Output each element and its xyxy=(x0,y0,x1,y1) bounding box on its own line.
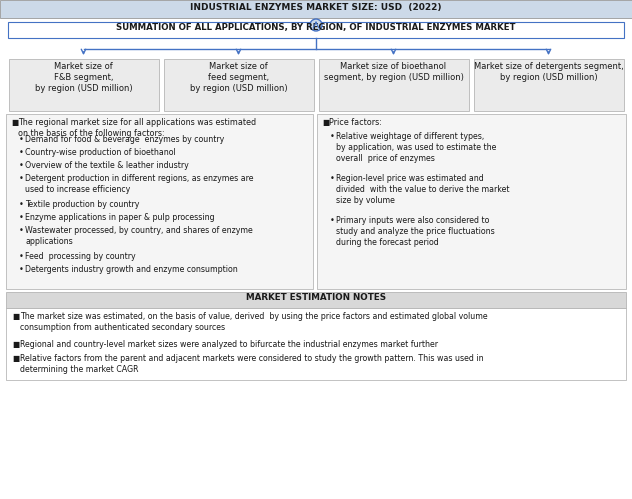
Text: Market size of detergents segment,
by region (USD million): Market size of detergents segment, by re… xyxy=(473,62,623,82)
Text: •: • xyxy=(19,265,24,274)
Text: Market size of
feed segment,
by region (USD million): Market size of feed segment, by region (… xyxy=(190,62,288,93)
Text: Country-wise production of bioethanol: Country-wise production of bioethanol xyxy=(25,148,176,157)
Text: ■: ■ xyxy=(12,312,19,321)
Text: •: • xyxy=(19,226,24,235)
FancyBboxPatch shape xyxy=(6,308,626,380)
FancyBboxPatch shape xyxy=(8,22,624,38)
Text: ■: ■ xyxy=(11,118,18,127)
Text: •: • xyxy=(19,252,24,261)
Text: Regional and country-level market sizes were analyzed to bifurcate the industria: Regional and country-level market sizes … xyxy=(20,340,438,349)
Text: Demand for food & beverage  enzymes by country: Demand for food & beverage enzymes by co… xyxy=(25,135,224,144)
Text: Primary inputs were also considered to
study and analyze the price fluctuations
: Primary inputs were also considered to s… xyxy=(336,216,495,247)
Text: Market size of
F&B segment,
by region (USD million): Market size of F&B segment, by region (U… xyxy=(35,62,132,93)
FancyBboxPatch shape xyxy=(319,59,468,111)
FancyBboxPatch shape xyxy=(6,292,626,308)
FancyBboxPatch shape xyxy=(8,59,159,111)
Text: ■: ■ xyxy=(12,340,19,349)
FancyBboxPatch shape xyxy=(0,0,632,18)
FancyBboxPatch shape xyxy=(6,114,313,289)
Text: The market size was estimated, on the basis of value, derived  by using the pric: The market size was estimated, on the ba… xyxy=(20,312,488,332)
Text: Region-level price was estimated and
divided  with the value to derive the marke: Region-level price was estimated and div… xyxy=(336,174,509,205)
Text: •: • xyxy=(19,213,24,222)
Text: •: • xyxy=(19,148,24,157)
Text: The regional market size for all applications was estimated
on the basis of the : The regional market size for all applica… xyxy=(18,118,256,138)
Text: •: • xyxy=(19,161,24,170)
Text: •: • xyxy=(19,135,24,144)
Text: •: • xyxy=(330,132,335,141)
Text: Overview of the textile & leather industry: Overview of the textile & leather indust… xyxy=(25,161,189,170)
Text: Detergent production in different regions, as enzymes are
used to increase effic: Detergent production in different region… xyxy=(25,174,253,194)
Text: Wastewater processed, by country, and shares of enzyme
applications: Wastewater processed, by country, and sh… xyxy=(25,226,253,246)
Text: SUMMATION OF ALL APPLICATIONS, BY REGION, OF INDUSTRIAL ENZYMES MARKET: SUMMATION OF ALL APPLICATIONS, BY REGION… xyxy=(116,23,516,32)
Text: Detergents industry growth and enzyme consumption: Detergents industry growth and enzyme co… xyxy=(25,265,238,274)
Text: ■: ■ xyxy=(12,354,19,363)
Text: Relative weightage of different types,
by application, was used to estimate the
: Relative weightage of different types, b… xyxy=(336,132,496,163)
Text: Market size of bioethanol
segment, by region (USD million): Market size of bioethanol segment, by re… xyxy=(324,62,463,82)
Text: •: • xyxy=(19,200,24,209)
Text: •: • xyxy=(330,174,335,183)
Text: MARKET ESTIMATION NOTES: MARKET ESTIMATION NOTES xyxy=(246,293,386,302)
Text: Relative factors from the parent and adjacent markets were considered to study t: Relative factors from the parent and adj… xyxy=(20,354,483,374)
Text: Enzyme applications in paper & pulp processing: Enzyme applications in paper & pulp proc… xyxy=(25,213,215,222)
Text: INDUSTRIAL ENZYMES MARKET SIZE: USD  (2022): INDUSTRIAL ENZYMES MARKET SIZE: USD (202… xyxy=(190,3,442,12)
Text: Textile production by country: Textile production by country xyxy=(25,200,140,209)
FancyBboxPatch shape xyxy=(164,59,313,111)
Text: ■: ■ xyxy=(322,118,329,127)
FancyBboxPatch shape xyxy=(317,114,626,289)
Text: Price factors:: Price factors: xyxy=(329,118,382,127)
Text: •: • xyxy=(330,216,335,225)
Text: Feed  processing by country: Feed processing by country xyxy=(25,252,136,261)
Text: •: • xyxy=(19,174,24,183)
FancyBboxPatch shape xyxy=(473,59,624,111)
Circle shape xyxy=(310,19,322,31)
